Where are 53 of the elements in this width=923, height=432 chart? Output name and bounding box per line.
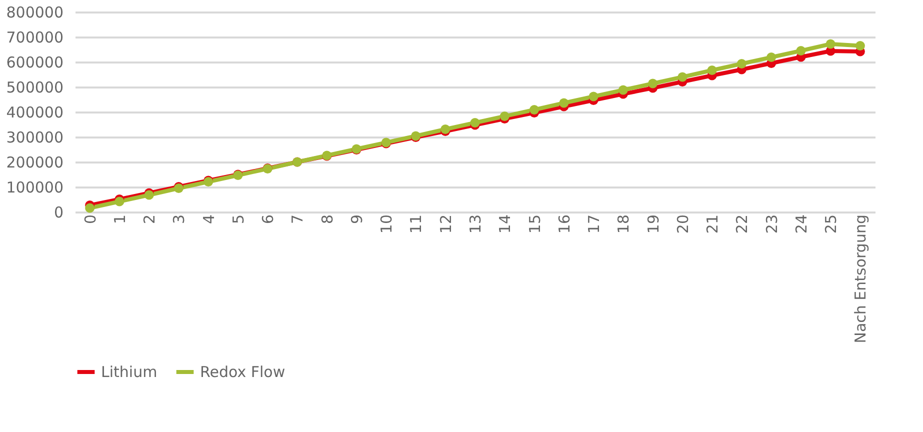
- legend-label: Redox Flow: [200, 363, 286, 381]
- x-tick-label: 2: [140, 214, 159, 224]
- x-tick-label: 7: [288, 214, 307, 224]
- point: [588, 92, 598, 102]
- legend-label: Lithium: [101, 363, 158, 381]
- y-tick-label: 400000: [6, 104, 64, 122]
- point: [114, 196, 124, 206]
- x-tick-label: 11: [407, 214, 426, 234]
- point: [85, 203, 95, 213]
- x-tick-label: 19: [644, 214, 662, 234]
- x-tick-label: 23: [762, 214, 781, 234]
- y-tick-label: 100000: [6, 178, 64, 196]
- x-tick-label: 17: [585, 214, 604, 234]
- x-tick-label: 6: [259, 214, 278, 224]
- x-tick-label: 12: [436, 214, 455, 234]
- point: [826, 39, 836, 49]
- x-tick-label: 14: [496, 214, 514, 234]
- y-tick-label: 500000: [6, 78, 64, 96]
- y-tick-label: 600000: [6, 54, 64, 72]
- x-tick-label: 25: [822, 214, 840, 234]
- point: [648, 78, 658, 88]
- x-tick-label: 13: [466, 214, 484, 234]
- x-tick-label: 10: [378, 214, 396, 234]
- y-tick-label: 200000: [6, 154, 64, 172]
- x-tick-label: 18: [614, 214, 633, 234]
- x-tick-label: 16: [555, 214, 574, 234]
- point: [766, 52, 776, 62]
- y-tick-label: 700000: [6, 28, 64, 46]
- x-tick-label: 1: [110, 214, 129, 224]
- x-tick-label: 20: [674, 214, 692, 234]
- x-tick-label: 15: [526, 214, 544, 234]
- x-tick-label: 22: [733, 214, 752, 234]
- y-tick-label: 800000: [6, 4, 64, 22]
- point: [855, 41, 865, 50]
- point: [470, 118, 480, 128]
- point: [796, 46, 806, 56]
- point: [736, 59, 746, 68]
- y-tick-label: 300000: [6, 128, 64, 146]
- x-tick-label: 9: [348, 214, 366, 224]
- x-tick-label: Nach Entsorgung: [852, 214, 870, 344]
- point: [500, 112, 510, 121]
- x-tick-label: 8: [318, 214, 336, 224]
- x-tick-label: 0: [81, 214, 100, 224]
- x-tick-label: 4: [200, 214, 218, 224]
- x-tick-label: 24: [792, 214, 810, 234]
- point: [618, 85, 628, 95]
- x-tick-label: 3: [170, 214, 188, 224]
- point: [678, 72, 688, 82]
- point: [530, 105, 539, 114]
- x-tick-label: 21: [704, 214, 722, 234]
- point: [707, 66, 717, 75]
- x-tick-label: 5: [229, 214, 248, 224]
- point: [559, 98, 569, 108]
